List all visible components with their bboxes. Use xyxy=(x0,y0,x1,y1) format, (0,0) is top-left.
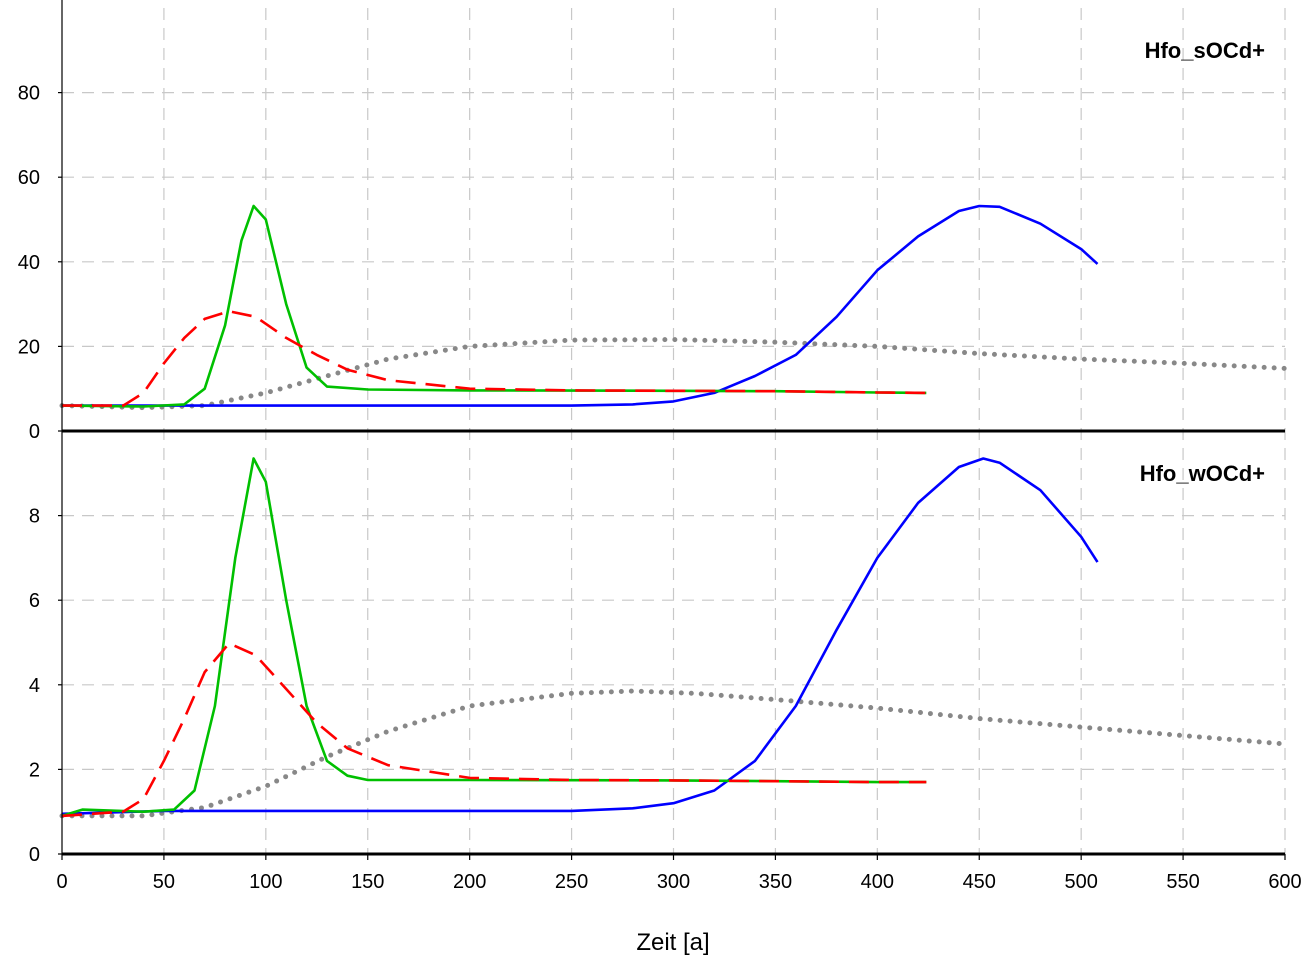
x-tick-label: 600 xyxy=(1268,871,1301,893)
y-tick-label: 6 xyxy=(29,590,40,612)
y-tick-label: 2 xyxy=(29,759,40,781)
x-tick-label: 50 xyxy=(153,871,175,893)
x-tick-label: 400 xyxy=(861,871,894,893)
y-tick-label: 0 xyxy=(29,421,40,443)
x-axis-title: Zeit [a] xyxy=(636,929,709,956)
y-tick-label: 60 xyxy=(18,167,40,189)
x-tick-label: 150 xyxy=(351,871,384,893)
x-tick-label: 200 xyxy=(453,871,486,893)
series-line xyxy=(61,642,927,818)
x-tick-label: 500 xyxy=(1064,871,1097,893)
x-tick-label: 250 xyxy=(555,871,588,893)
y-tick-label: 20 xyxy=(18,336,40,358)
series-line xyxy=(62,310,927,407)
x-tick-label: 550 xyxy=(1166,871,1199,893)
x-tick-label: 300 xyxy=(657,871,690,893)
y-tick-label: 40 xyxy=(18,252,40,274)
x-tick-label: 450 xyxy=(963,871,996,893)
labels: 0 20 40 60 80 Hfo_sOCd+ 0 2 4 6 8 Hfo_wOCd+ 0 50 100 15… xyxy=(18,38,1302,893)
y-tick-label: 8 xyxy=(29,506,40,528)
panel-title: Hfo_wOCd+ xyxy=(1140,461,1265,486)
series-line xyxy=(59,688,1288,819)
series-line xyxy=(61,457,1099,816)
y-tick-label: 4 xyxy=(29,675,40,697)
series-line xyxy=(62,204,1099,407)
panel-title: Hfo_sOCd+ xyxy=(1145,38,1265,63)
x-tick-label: 0 xyxy=(56,871,67,893)
series-line xyxy=(61,204,927,408)
y-tick-label: 80 xyxy=(18,83,40,105)
y-tick-label: 0 xyxy=(29,844,40,866)
axes xyxy=(58,0,1286,860)
x-tick-label: 100 xyxy=(249,871,282,893)
series-line xyxy=(61,457,927,818)
data-series xyxy=(59,204,1288,819)
x-tick-label: 350 xyxy=(759,871,792,893)
